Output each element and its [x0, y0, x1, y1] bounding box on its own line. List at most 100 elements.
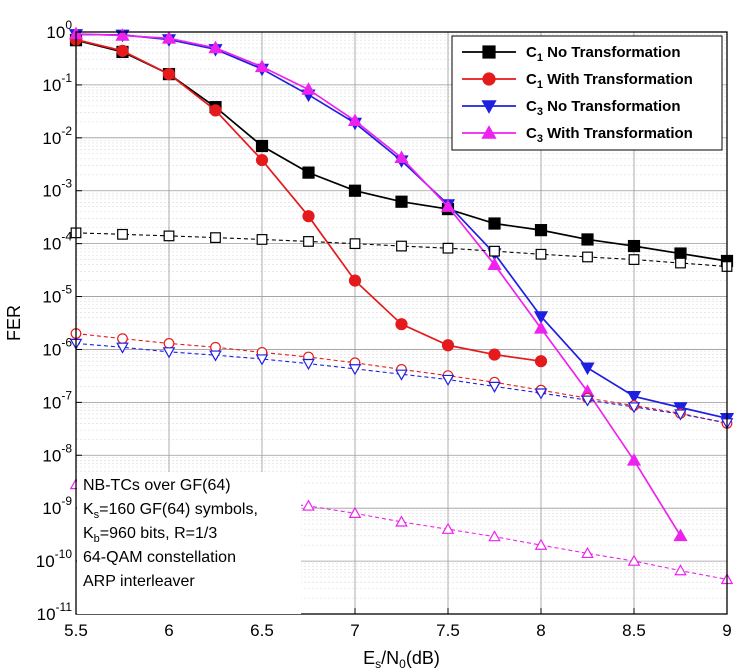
- data-point: [675, 257, 686, 269]
- y-tick-label: 10-9: [42, 494, 72, 518]
- data-point: [488, 348, 501, 361]
- y-tick-label: 10-7: [42, 388, 72, 412]
- data-point: [673, 528, 688, 542]
- legend-marker: [482, 45, 496, 59]
- annotation-line: ARP interleaver: [83, 573, 195, 590]
- data-point: [626, 453, 642, 466]
- data-point: [163, 230, 175, 242]
- data-point: [534, 388, 548, 400]
- y-tick-label: 10-8: [42, 441, 72, 465]
- y-tick-label: 10-6: [42, 335, 72, 359]
- annotation-background: [77, 472, 301, 614]
- y-tick-label: 10-10: [36, 547, 73, 571]
- data-point: [302, 210, 315, 223]
- legend-label: C1 With Transformation: [526, 71, 693, 91]
- data-point: [533, 321, 549, 334]
- y-tick-label: 100: [46, 18, 72, 42]
- data-point: [347, 113, 363, 127]
- x-title-mid: /N: [381, 648, 399, 668]
- x-tick-label: 9: [722, 621, 731, 640]
- legend: C1 No Transformation C1 With Transformati…: [451, 35, 723, 151]
- data-point: [534, 355, 548, 368]
- legend-item: C1 No Transformation: [462, 44, 680, 64]
- data-point: [535, 248, 547, 260]
- legend-marker: [481, 125, 497, 139]
- data-point: [209, 350, 222, 362]
- x-tick-label: 8.5: [622, 621, 646, 640]
- data-point: [395, 195, 408, 208]
- data-point: [348, 364, 362, 376]
- plot-frame: [75, 31, 728, 615]
- data-point: [255, 139, 269, 153]
- data-point: [581, 233, 594, 246]
- data-point: [674, 247, 687, 260]
- data-point: [581, 546, 594, 559]
- data-point: [348, 506, 362, 518]
- data-point: [628, 254, 640, 265]
- y-tick-label: 10-2: [42, 124, 72, 148]
- data-point: [674, 409, 687, 421]
- data-point: [115, 28, 130, 41]
- x-axis: 5.5 6 6.5 7 7.5 8 8.5 9: [64, 608, 732, 640]
- legend-item: C3 No Transformation: [462, 98, 680, 118]
- data-point: [209, 104, 222, 117]
- data-point: [395, 369, 408, 381]
- data-point: [487, 257, 502, 270]
- data-point: [488, 217, 501, 230]
- data-point: [254, 59, 270, 73]
- annotation-box: NB-TCs over GF(64) Ks=160 GF(64) symbols,…: [77, 472, 301, 614]
- data-point: [116, 342, 129, 354]
- annotation-line: Kb=960 bits, R=1/3: [83, 525, 217, 545]
- data-point: [441, 522, 455, 534]
- legend-marker: [482, 72, 496, 86]
- data-point: [580, 362, 595, 376]
- data-point: [117, 333, 128, 345]
- x-tick-label: 8: [536, 621, 545, 640]
- data-point: [442, 242, 454, 254]
- x-axis-title: Es/N0(dB): [363, 648, 440, 671]
- data-point: [208, 40, 223, 54]
- data-point: [396, 240, 407, 252]
- legend-item: C1 With Transformation: [462, 71, 693, 91]
- legend-label: C1 No Transformation: [526, 44, 680, 64]
- data-point: [349, 238, 361, 250]
- data-point: [116, 44, 129, 57]
- data-point: [210, 232, 221, 244]
- data-point: [626, 391, 642, 404]
- y-tick-label: 10-11: [37, 600, 73, 624]
- data-point: [488, 381, 501, 393]
- annotation-line: Ks=160 GF(64) symbols,: [83, 501, 258, 521]
- series-line: [75, 342, 728, 424]
- y-axis-title: FER: [4, 305, 24, 341]
- data-point: [627, 402, 641, 414]
- data-point: [302, 358, 315, 371]
- data-point: [348, 184, 362, 197]
- x-title-sub: s: [375, 657, 381, 671]
- series-2: [69, 33, 548, 368]
- data-point: [627, 239, 641, 253]
- legend-item: C3 With Transformation: [462, 125, 693, 145]
- data-point: [301, 82, 316, 95]
- data-point: [256, 234, 268, 245]
- series-7: [69, 338, 734, 430]
- data-point: [441, 374, 455, 387]
- legend-label: C3 With Transformation: [526, 125, 693, 145]
- data-point: [117, 228, 128, 240]
- data-point: [395, 515, 408, 527]
- series-line: [75, 33, 682, 537]
- data-point: [255, 354, 269, 366]
- data-point: [303, 236, 314, 247]
- y-tick-label: 10-1: [42, 71, 72, 95]
- y-axis: 100 10-1 10-2 10-3 10-4 10-5 10-6 10-7 10-8 10-9 1…: [36, 18, 82, 624]
- data-point: [348, 274, 362, 287]
- data-point: [489, 245, 500, 257]
- data-point: [162, 347, 176, 359]
- data-point: [533, 311, 549, 324]
- x-tick-label: 7: [350, 621, 359, 640]
- data-point: [440, 199, 456, 212]
- data-point: [162, 68, 176, 81]
- data-point: [302, 166, 315, 179]
- data-point: [441, 339, 455, 352]
- x-title-base: E: [363, 648, 375, 668]
